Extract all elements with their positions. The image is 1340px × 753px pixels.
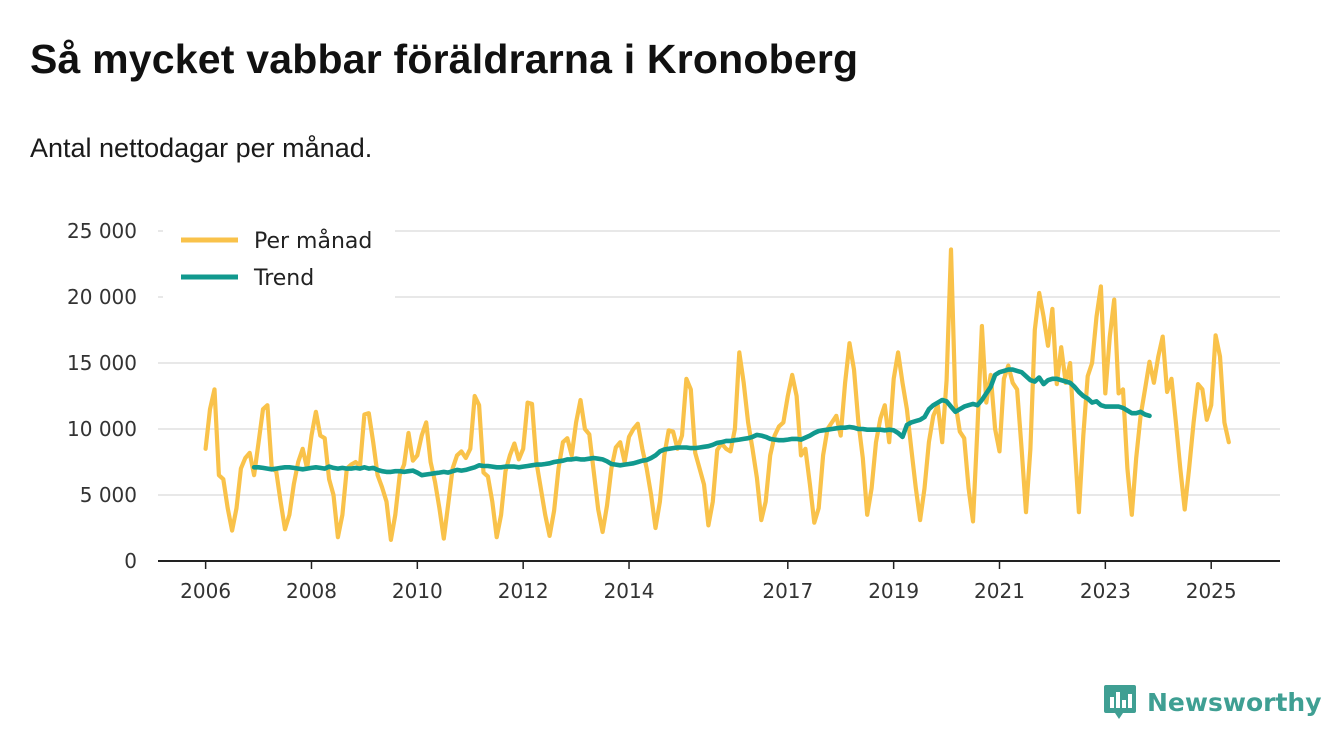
y-tick-label: 25 000	[67, 219, 137, 243]
y-axis-labels: 0 5 000 10 000 15 000 20 000 25 000	[67, 219, 137, 573]
bar-chart-speech-bubble-icon	[1104, 685, 1136, 719]
x-axis: 2006 2008 2010 2012 2014 2017 2019 2021 2023 2025	[158, 560, 1280, 603]
brand-name: Newsworthy	[1147, 687, 1322, 717]
x-tick-label: 2025	[1186, 579, 1237, 603]
legend-label-trend: Trend	[253, 266, 314, 291]
x-tick-label: 2010	[392, 579, 443, 603]
y-tick-label: 20 000	[67, 285, 137, 309]
y-tick-label: 15 000	[67, 351, 137, 375]
x-tick-label: 2019	[868, 579, 919, 603]
y-tick-label: 0	[124, 549, 137, 573]
x-tick-label: 2021	[974, 579, 1025, 603]
chart-title: Så mycket vabbar föräldrarna i Kronoberg	[30, 36, 859, 82]
y-tick-label: 10 000	[67, 417, 137, 441]
x-tick-label: 2017	[762, 579, 813, 603]
series-lines	[203, 247, 1231, 543]
series-line-trend	[251, 367, 1152, 478]
newsworthy-brand: Newsworthy	[1103, 683, 1322, 721]
legend-label-per-month: Per månad	[254, 228, 372, 254]
x-tick-label: 2014	[604, 579, 655, 603]
legend-background	[163, 221, 395, 299]
chart-subtitle: Antal nettodagar per månad.	[30, 133, 373, 163]
x-tick-label: 2012	[498, 579, 549, 603]
x-tick-label: 2008	[286, 579, 337, 603]
series-line-per-month	[203, 247, 1231, 543]
x-tick-label: 2023	[1080, 579, 1131, 603]
y-tick-label: 5 000	[80, 483, 137, 507]
x-tick-label: 2006	[180, 579, 231, 603]
legend: Per månad Trend	[163, 221, 395, 299]
